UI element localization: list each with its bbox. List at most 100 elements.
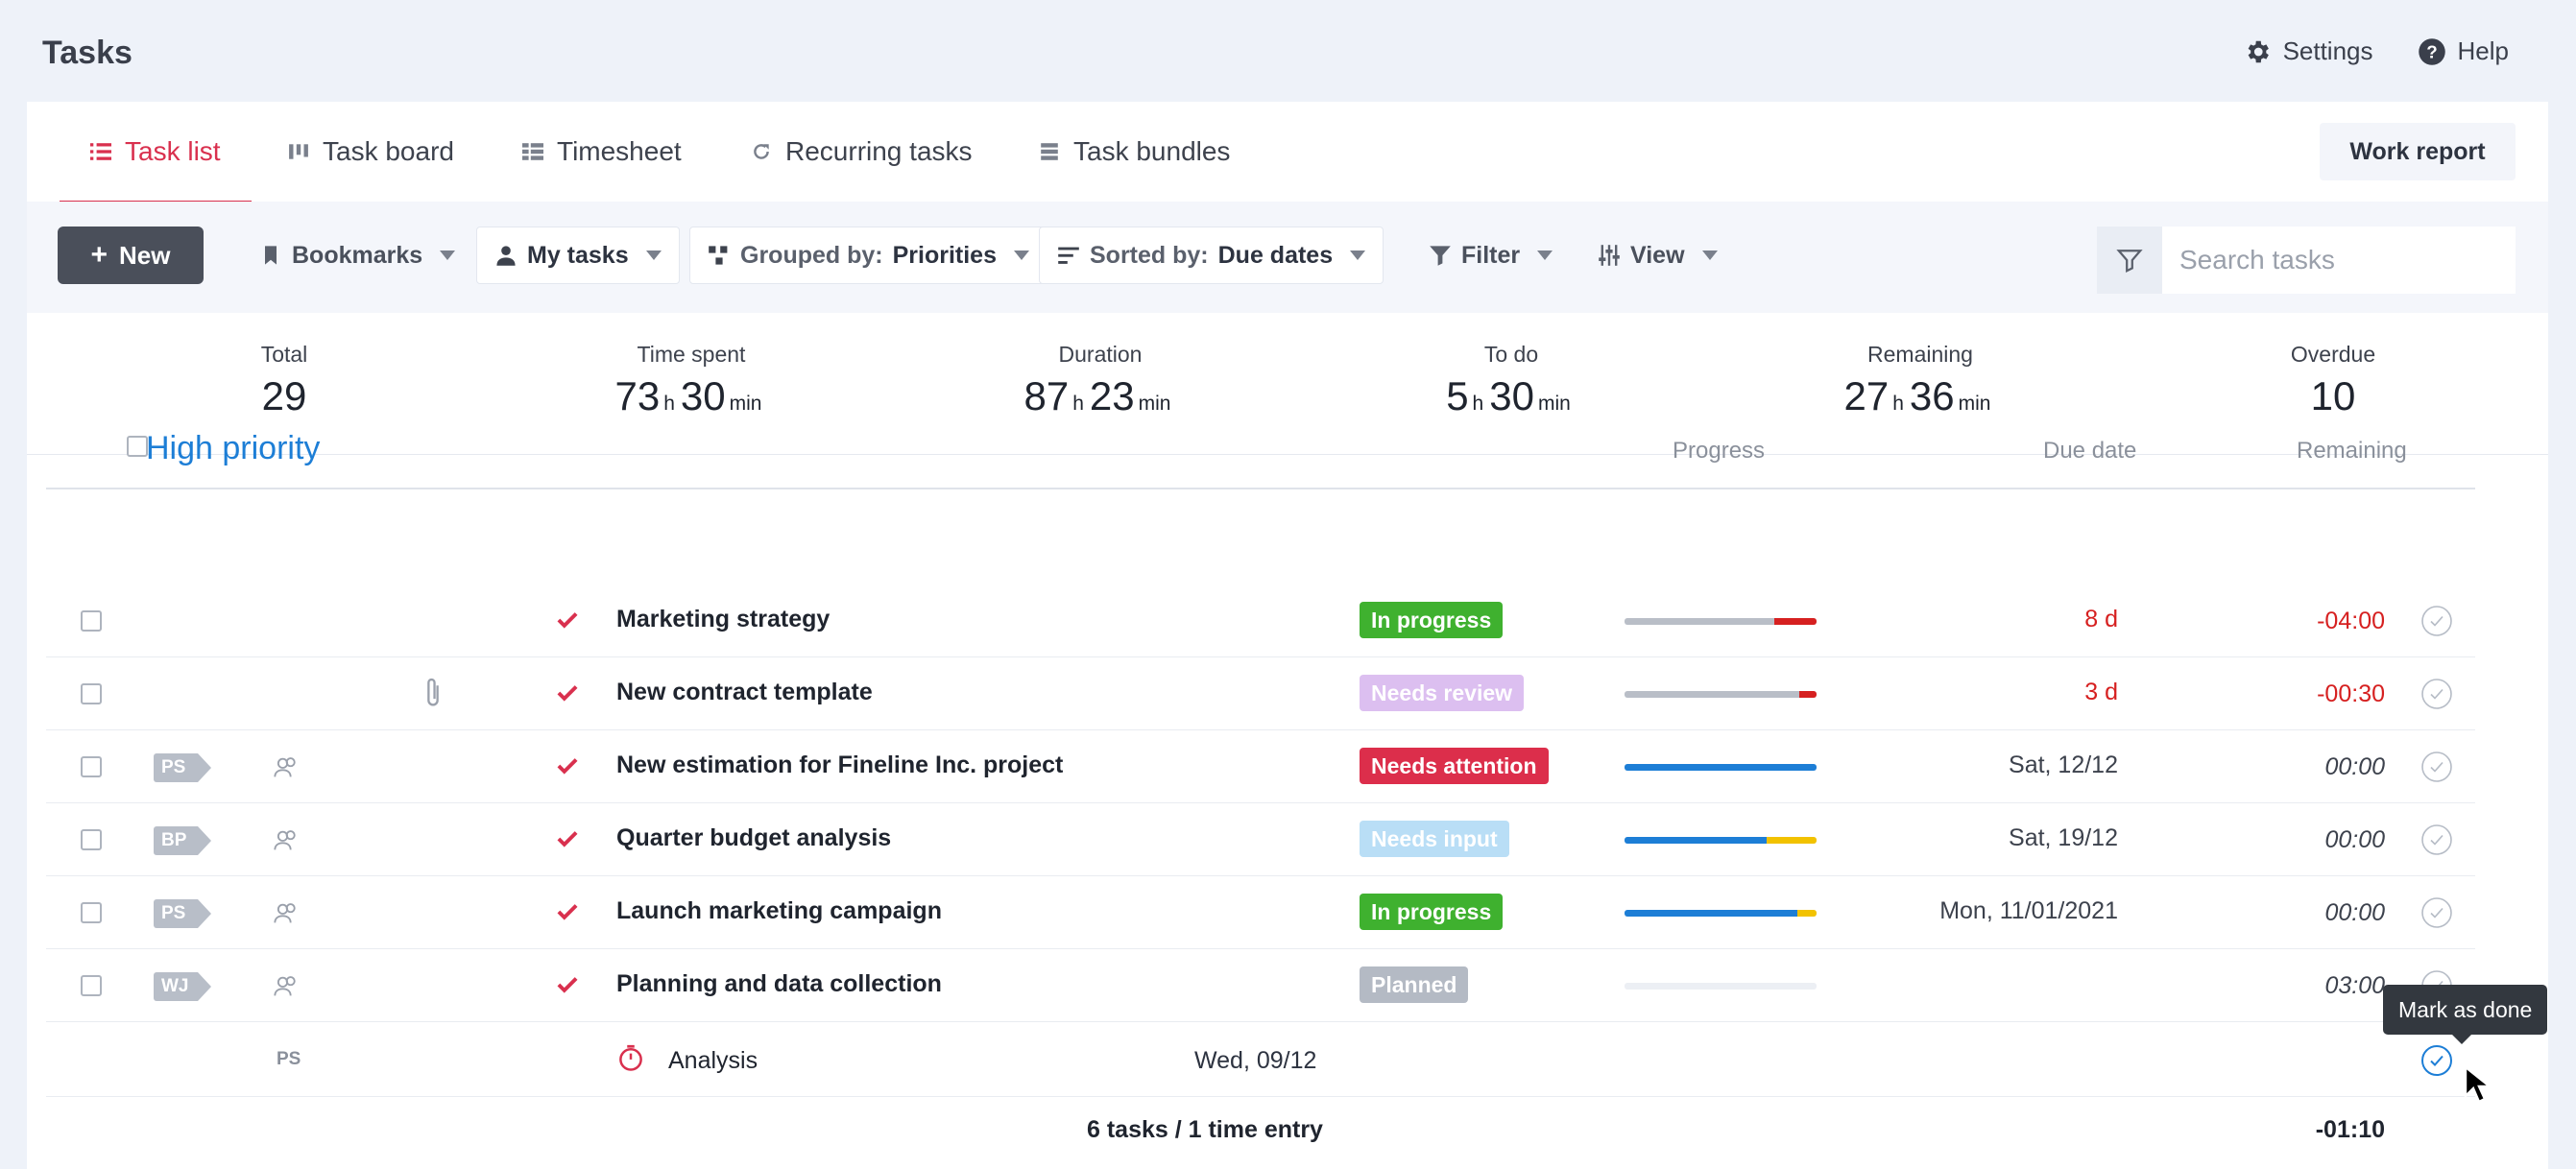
group-title[interactable]: High priority bbox=[146, 430, 321, 466]
task-row[interactable]: PS New estimation for Fineline Inc. proje… bbox=[46, 730, 2475, 803]
row-checkbox[interactable] bbox=[81, 829, 102, 850]
mark-done-icon[interactable] bbox=[2420, 895, 2454, 930]
tab-task-bundles[interactable]: Task bundles bbox=[1039, 102, 1230, 202]
work-report-button[interactable]: Work report bbox=[2320, 123, 2516, 180]
task-row[interactable]: Marketing strategy In progress 8 d -04:00 bbox=[46, 584, 2475, 657]
help-button[interactable]: ? Help bbox=[2418, 36, 2509, 66]
tasks-count: 6 tasks / 1 time entry bbox=[1087, 1116, 1323, 1143]
mark-done-icon[interactable] bbox=[2420, 823, 2454, 857]
time-entry-row[interactable]: PS Analysis Wed, 09/12 bbox=[46, 1024, 2475, 1097]
assignee-badge[interactable]: BP bbox=[154, 826, 211, 855]
search-input[interactable] bbox=[2162, 245, 2508, 275]
refresh-icon bbox=[754, 144, 769, 159]
remaining-time: 00:00 bbox=[2324, 753, 2385, 780]
progress-bar bbox=[1625, 910, 1817, 917]
status-badge[interactable]: Planned bbox=[1360, 966, 1469, 1003]
filter-dropdown[interactable]: Filter bbox=[1411, 227, 1570, 284]
assignee-initials: WJ bbox=[161, 976, 189, 996]
bookmarks-dropdown[interactable]: Bookmarks bbox=[242, 227, 472, 284]
group-by-dropdown[interactable]: Grouped by: Priorities bbox=[689, 227, 1047, 284]
tab-label: Task bundles bbox=[1073, 136, 1231, 166]
task-row[interactable]: BP Quarter budget analysis Needs input Sat,… bbox=[46, 803, 2475, 876]
unit-h: h bbox=[663, 393, 675, 415]
status-badge[interactable]: In progress bbox=[1360, 602, 1504, 638]
task-name[interactable]: Marketing strategy bbox=[616, 606, 831, 632]
stat-remaining: Remaining 27 h 36 min bbox=[1776, 342, 2064, 419]
bookmark-icon bbox=[265, 246, 277, 265]
task-row[interactable]: WJ Planning and data collection Planned 03:… bbox=[46, 949, 2475, 1022]
progress-done bbox=[1625, 691, 1799, 698]
column-remaining[interactable]: Remaining bbox=[2297, 438, 2407, 464]
tab-label: Recurring tasks bbox=[785, 136, 973, 166]
mark-done-icon[interactable] bbox=[2420, 1043, 2454, 1078]
task-row[interactable]: PS Launch marketing campaign In progress Mo… bbox=[46, 876, 2475, 949]
stat-label: To do bbox=[1483, 342, 1539, 367]
stat-hours: 27 bbox=[1843, 373, 1890, 418]
mark-done-icon[interactable] bbox=[2420, 677, 2454, 711]
attachment-icon[interactable] bbox=[422, 677, 444, 709]
settings-button[interactable]: Settings bbox=[2243, 36, 2373, 66]
status-badge[interactable]: Needs attention bbox=[1360, 748, 1549, 784]
mark-done-icon[interactable] bbox=[2420, 604, 2454, 638]
status-badge[interactable]: Needs input bbox=[1360, 821, 1509, 857]
people-icon[interactable] bbox=[273, 827, 300, 854]
people-icon[interactable] bbox=[273, 973, 300, 1000]
top-actions: Settings ? Help bbox=[2243, 36, 2509, 66]
mark-done-icon[interactable] bbox=[2420, 750, 2454, 784]
stat-duration: Duration 87 h 23 min bbox=[956, 342, 1244, 419]
sort-by-dropdown[interactable]: Sorted by: Due dates bbox=[1039, 227, 1384, 284]
new-task-button[interactable]: + New bbox=[58, 227, 204, 284]
totals-row: 6 tasks / 1 time entry -01:10 bbox=[46, 1097, 2475, 1163]
chevron-down-icon bbox=[1350, 250, 1366, 260]
funnel-icon bbox=[1430, 246, 1451, 266]
task-name[interactable]: Quarter budget analysis bbox=[616, 824, 892, 851]
row-checkbox[interactable] bbox=[81, 902, 102, 923]
tab-timesheet[interactable]: Timesheet bbox=[522, 102, 682, 202]
column-progress[interactable]: Progress bbox=[1673, 438, 1766, 464]
unit-min: min bbox=[729, 393, 762, 415]
unit-min: min bbox=[1138, 393, 1171, 415]
stat-to-do: To do 5 h 30 min bbox=[1367, 342, 1655, 419]
list-icon bbox=[90, 143, 111, 160]
grid-icon bbox=[522, 143, 543, 160]
view-dropdown[interactable]: View bbox=[1580, 227, 1735, 284]
stats-bar: Total 29 Time spent 73 h 30 min Duration 87… bbox=[27, 313, 2548, 455]
search-filter-icon[interactable] bbox=[2097, 227, 2162, 294]
task-name[interactable]: New estimation for Fineline Inc. project bbox=[616, 752, 1064, 778]
people-icon[interactable] bbox=[273, 754, 300, 781]
stat-value: 10 bbox=[2189, 373, 2477, 419]
status-badge[interactable]: Needs review bbox=[1360, 675, 1525, 711]
task-name[interactable]: New contract template bbox=[616, 679, 873, 705]
row-checkbox[interactable] bbox=[81, 975, 102, 996]
remaining-time: 00:00 bbox=[2324, 899, 2385, 926]
my-tasks-dropdown[interactable]: My tasks bbox=[476, 227, 680, 284]
progress-rest bbox=[1625, 983, 1817, 990]
row-checkbox[interactable] bbox=[81, 756, 102, 777]
people-icon[interactable] bbox=[273, 900, 300, 927]
tab-task-board[interactable]: Task board bbox=[288, 102, 454, 202]
sliders-icon bbox=[1599, 245, 1620, 266]
tab-task-list[interactable]: Task list bbox=[60, 102, 252, 203]
stat-value: 27 h 36 min bbox=[1776, 373, 2064, 419]
gear-icon bbox=[2248, 40, 2269, 62]
assignee-initials: BP bbox=[161, 830, 187, 850]
stat-value: 73 h 30 min bbox=[547, 373, 835, 419]
progress-overrun bbox=[1799, 691, 1817, 698]
group-header: High priority Progress Due date Remainin… bbox=[46, 413, 2475, 489]
task-row[interactable]: New contract template Needs review 3 d -00:… bbox=[46, 657, 2475, 730]
tab-recurring-tasks[interactable]: Recurring tasks bbox=[751, 102, 973, 202]
status-badge[interactable]: In progress bbox=[1360, 894, 1504, 930]
assignee-badge[interactable]: WJ bbox=[154, 972, 211, 1001]
row-checkbox[interactable] bbox=[81, 610, 102, 632]
assignee-badge[interactable]: PS bbox=[154, 753, 211, 782]
row-checkbox[interactable] bbox=[81, 683, 102, 704]
new-label: New bbox=[119, 240, 171, 270]
my-tasks-label: My tasks bbox=[527, 241, 629, 269]
sorted-prefix: Sorted by: bbox=[1090, 241, 1209, 269]
group-select-checkbox[interactable] bbox=[127, 436, 148, 457]
task-name[interactable]: Launch marketing campaign bbox=[616, 897, 942, 924]
task-name[interactable]: Planning and data collection bbox=[616, 970, 942, 997]
assignee-badge[interactable]: PS bbox=[154, 899, 211, 928]
sorted-value: Due dates bbox=[1217, 241, 1334, 269]
column-due-date[interactable]: Due date bbox=[2043, 438, 2137, 464]
